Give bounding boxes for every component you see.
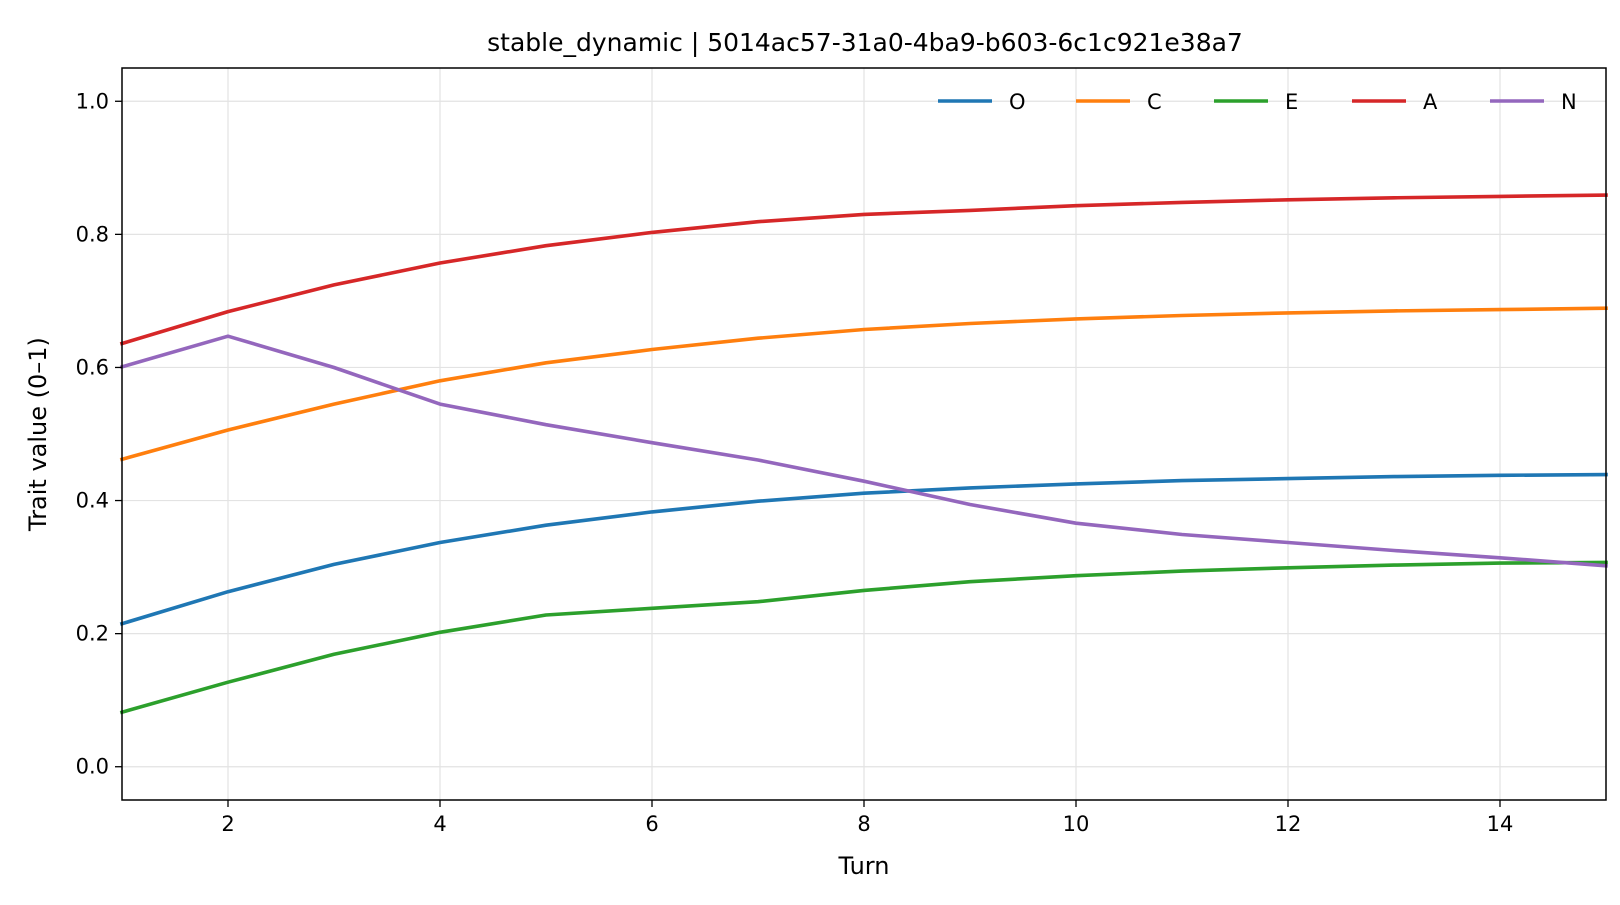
legend-label: N	[1561, 90, 1577, 114]
x-tick-label: 2	[221, 812, 234, 836]
legend-label: C	[1147, 90, 1162, 114]
series-layer	[119, 193, 1608, 715]
x-tick-label: 8	[857, 812, 870, 836]
legend-item-a: A	[1352, 90, 1438, 114]
legend-label: E	[1285, 90, 1298, 114]
series-line-n	[119, 334, 1608, 568]
y-tick-label: 0.6	[76, 355, 109, 379]
y-tick-label: 0.8	[76, 222, 109, 246]
chart-title: stable_dynamic | 5014ac57-31a0-4ba9-b603…	[487, 28, 1243, 57]
x-axis-label: Turn	[838, 852, 890, 880]
y-axis-ticks: 0.0 0.2 0.4 0.6 0.8 1.0	[76, 89, 122, 779]
legend-label: A	[1423, 90, 1438, 114]
series-line-o	[119, 472, 1608, 626]
x-tick-label: 4	[433, 812, 446, 836]
x-axis-ticks: 2 4 6 8 10 12 14	[221, 800, 1513, 836]
x-tick-label: 14	[1487, 812, 1514, 836]
x-tick-label: 12	[1275, 812, 1302, 836]
y-axis-label: Trait value (0–1)	[24, 337, 52, 532]
series-line-a	[119, 193, 1608, 346]
legend-item-o: O	[938, 90, 1026, 114]
legend-item-e: E	[1214, 90, 1298, 114]
grid-layer	[122, 68, 1606, 800]
x-tick-label: 6	[645, 812, 658, 836]
x-tick-label: 10	[1063, 812, 1090, 836]
series-line-e	[119, 560, 1608, 715]
y-tick-label: 0.0	[76, 755, 109, 779]
y-tick-label: 1.0	[76, 89, 109, 113]
y-tick-label: 0.2	[76, 622, 109, 646]
series-line-c	[119, 306, 1608, 462]
legend-item-c: C	[1076, 90, 1162, 114]
legend-item-n: N	[1490, 90, 1577, 114]
y-tick-label: 0.4	[76, 489, 109, 513]
legend-label: O	[1009, 90, 1026, 114]
